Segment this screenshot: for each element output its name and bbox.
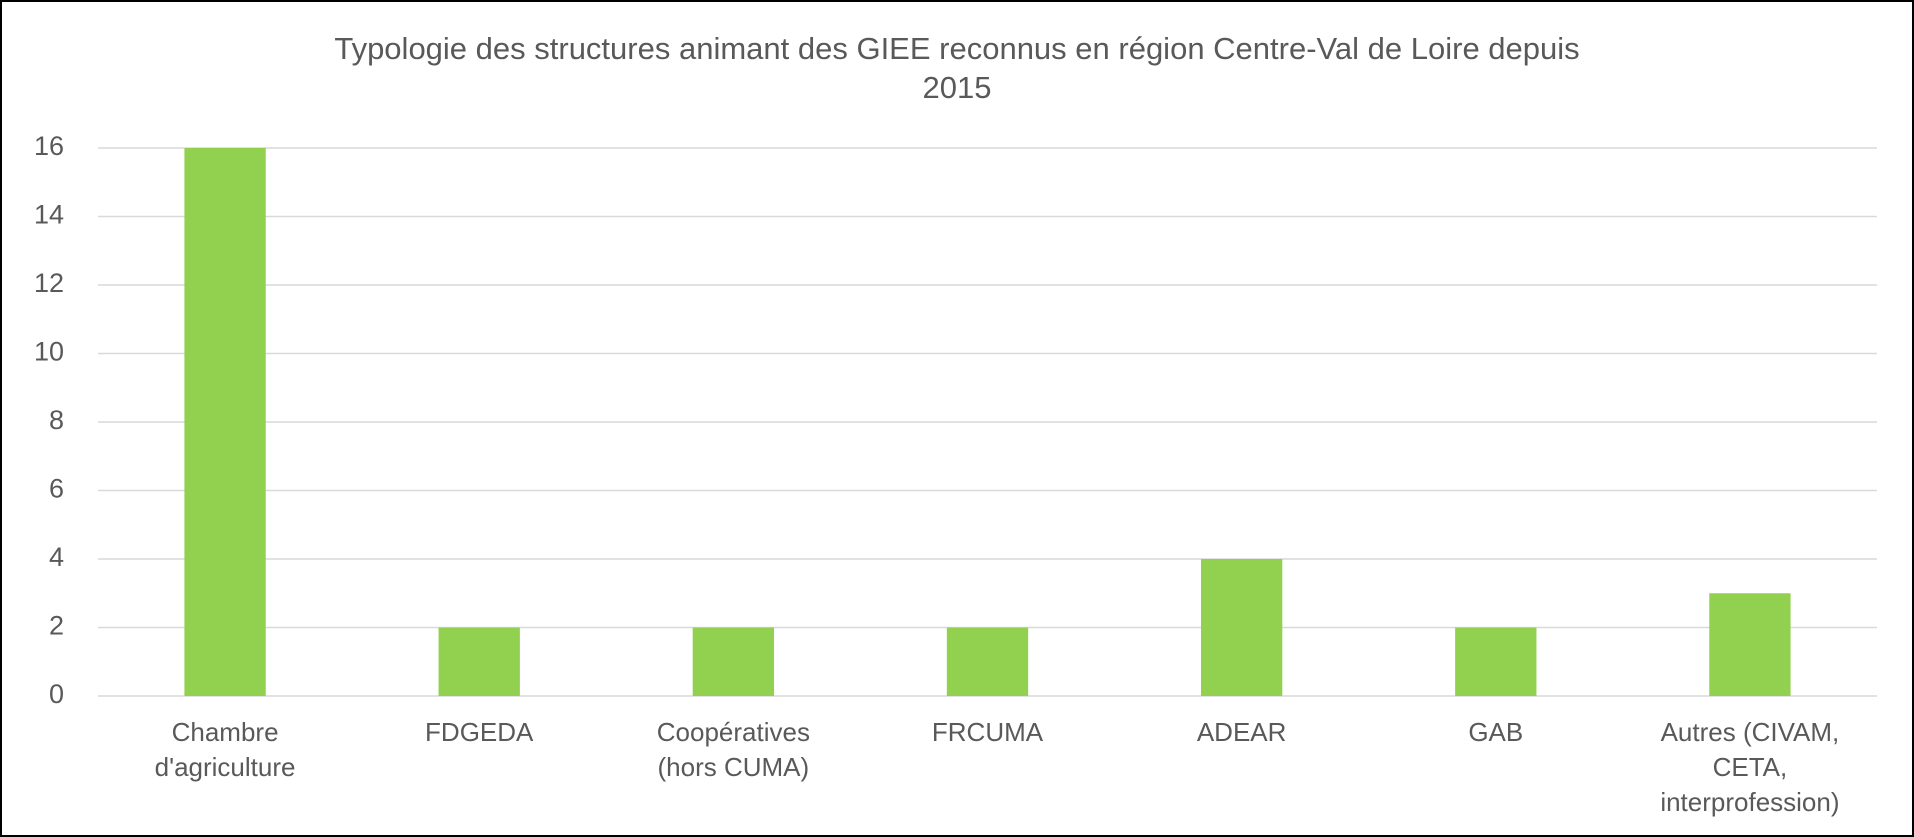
- y-tick-label: 4: [49, 542, 64, 572]
- x-tick-label: GAB: [1468, 717, 1523, 747]
- x-tick-label: Coopératives (hors CUMA): [657, 717, 810, 782]
- x-tick-label: Chambre d'agriculture: [155, 717, 296, 782]
- x-tick-label: FDGEDA: [425, 717, 534, 747]
- y-tick-label: 6: [49, 474, 64, 504]
- y-tick-label: 16: [34, 131, 64, 161]
- y-tick-label: 12: [34, 268, 64, 298]
- bar: [1455, 627, 1537, 696]
- y-tick-label: 2: [49, 611, 64, 641]
- bar: [184, 148, 266, 696]
- bar: [438, 627, 520, 696]
- y-tick-label: 10: [34, 337, 64, 367]
- bar: [1709, 593, 1791, 696]
- y-tick-label: 14: [34, 200, 64, 230]
- y-tick-label: 0: [49, 679, 64, 709]
- x-tick-label: FRCUMA: [932, 717, 1044, 747]
- x-tick-label: Autres (CIVAM, CETA, interprofession): [1660, 717, 1839, 817]
- chart-title: Typologie des structures animant des GIE…: [334, 31, 1579, 105]
- bar: [692, 627, 775, 696]
- bar: [946, 627, 1029, 696]
- y-tick-label: 8: [49, 405, 64, 435]
- x-tick-label: ADEAR: [1197, 717, 1287, 747]
- bar: [1200, 559, 1283, 696]
